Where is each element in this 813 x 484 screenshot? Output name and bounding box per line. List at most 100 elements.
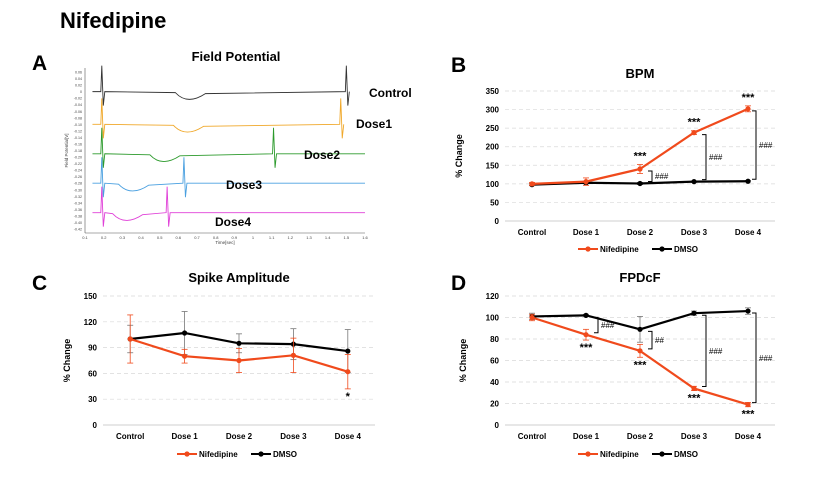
panel-b-significance-star: ***: [634, 151, 648, 163]
panel-d-legend-label: Nifedipine: [600, 450, 639, 459]
panel-b-hash-bracket: [702, 134, 707, 181]
panel-d-point-dmso: [583, 312, 589, 318]
panel-d-y-tick: 60: [490, 357, 499, 366]
panel-a-y-tick: -0.26: [74, 175, 82, 179]
panel-a-y-tick: -0.10: [74, 123, 82, 127]
panel-d-significance-star: ***: [742, 409, 756, 421]
panel-b-significance-star: ***: [742, 92, 756, 104]
panel-a-x-tick: 0.6: [176, 235, 182, 240]
panel-a-y-tick: -0.34: [74, 201, 82, 205]
panel-d-significance-star: ***: [634, 359, 648, 371]
panel-a-x-tick: 0.4: [138, 235, 144, 240]
panel-b-hash-bracket: [752, 110, 757, 180]
panel-c-point-dmso: [182, 330, 188, 336]
panel-c-chart: Spike Amplitude 0 30 60 90 120 150 Control Dose …: [62, 270, 375, 459]
panel-a-trace-dose4: [92, 186, 365, 227]
panel-a-y-tick: -0.14: [74, 136, 82, 140]
panel-c-legend-label: Nifedipine: [199, 450, 238, 459]
panel-b-y-tick: 300: [486, 106, 500, 115]
panel-a-y-tick: -0.40: [74, 221, 82, 225]
panel-a-x-tick: 1: [252, 235, 255, 240]
panel-d-point-nifedipine: [583, 332, 589, 338]
panel-a-label-dose2: Dose2: [304, 148, 340, 162]
panel-c-y-tick: 150: [84, 292, 98, 301]
panel-d-y-tick: 120: [486, 292, 500, 301]
figure-title: Nifedipine: [60, 8, 167, 33]
panel-d-y-tick: 100: [486, 314, 500, 323]
panel-d-x-tick: Dose 1: [573, 432, 600, 441]
panel-b-hash-bracket: [648, 170, 653, 182]
panel-c-x-tick: Dose 3: [280, 432, 307, 441]
panel-a-y-tick: -0.06: [74, 110, 82, 114]
panel-c-point-nifedipine: [236, 357, 242, 364]
panel-b-y-tick: 0: [495, 217, 500, 226]
panel-b-title: BPM: [626, 66, 655, 81]
panel-a-y-tick: -0.20: [74, 156, 82, 160]
panel-b-y-tick: 50: [490, 198, 499, 207]
panel-d-hash-label: ###: [759, 354, 773, 363]
panel-d-hash-bracket: [752, 312, 757, 404]
panel-c-title: Spike Amplitude: [188, 270, 289, 285]
panel-d-point-nifedipine: [691, 385, 697, 392]
panel-a-trace-control: [92, 65, 350, 106]
panel-c-ylabel: % Change: [62, 339, 72, 383]
panel-a-x-tick: 0.7: [194, 235, 200, 240]
panel-b-y-tick: 150: [486, 161, 500, 170]
panel-d-x-tick: Dose 2: [627, 432, 654, 441]
panel-b-point-nifedipine: [691, 130, 697, 136]
panel-a-y-tick: -0.28: [74, 182, 82, 186]
panel-a-label-dose1: Dose1: [356, 117, 392, 131]
panel-letter-c: C: [32, 272, 47, 295]
panel-b-hash-label: ###: [709, 153, 723, 162]
panel-a-y-tick: 0.02: [75, 84, 82, 88]
panel-d-point-dmso: [637, 326, 643, 332]
panel-b-point-dmso: [745, 178, 751, 184]
panel-a-label-control: Control: [369, 86, 412, 100]
panel-c-y-tick: 60: [88, 369, 97, 378]
panel-d-title: FPDcF: [619, 270, 660, 285]
panel-a-ylabel: Field Potential[V]: [64, 133, 69, 167]
panel-b-y-tick: 250: [486, 124, 500, 133]
panel-a-y-tick: -0.02: [74, 97, 82, 101]
panel-c-point-nifedipine: [182, 353, 188, 359]
panel-a-x-tick: 1.1: [269, 235, 275, 240]
panel-a-trace-dose1: [92, 98, 345, 139]
panel-b-hash-label: ###: [655, 172, 669, 181]
panel-c-y-tick: 30: [88, 395, 97, 404]
panel-a-y-tick: -0.12: [74, 129, 82, 133]
panel-b-y-tick: 350: [486, 87, 500, 96]
panel-d-hash-bracket: [702, 314, 707, 387]
panel-d-legend-marker: [585, 451, 591, 457]
panel-c-significance-star: *: [346, 391, 351, 403]
panel-a-y-tick: 0.06: [75, 71, 82, 75]
panel-d-legend-label: DMSO: [674, 450, 698, 459]
panel-a-y-tick: 0: [80, 90, 82, 94]
panel-b-ylabel: % Change: [454, 134, 464, 178]
panel-b-point-nifedipine: [745, 106, 751, 112]
panel-c-x-tick: Dose 4: [335, 432, 362, 441]
panel-a-x-tick: 1.3: [306, 235, 312, 240]
panel-c-legend-marker: [258, 451, 264, 457]
panel-c-x-tick: Dose 2: [226, 432, 253, 441]
panel-a-y-tick: -0.04: [74, 103, 82, 107]
panel-b-x-tick: Control: [518, 228, 546, 237]
panel-a-title: Field Potential: [192, 49, 281, 64]
panel-d-x-tick: Control: [518, 432, 546, 441]
panel-c-point-nifedipine: [290, 352, 296, 358]
panel-d-x-tick: Dose 3: [681, 432, 708, 441]
panel-a-x-tick: 0.5: [157, 235, 163, 240]
panel-d-y-tick: 0: [495, 421, 500, 430]
panel-a-x-tick: 1.5: [344, 235, 350, 240]
panel-a-y-tick: -0.16: [74, 142, 82, 146]
panel-a-label-dose4: Dose4: [215, 215, 251, 229]
panel-d-hash-label: ###: [601, 321, 615, 330]
panel-d-point-nifedipine: [745, 401, 751, 408]
panel-a-x-tick: 0.9: [232, 235, 238, 240]
panel-a-x-tick: 1.6: [362, 235, 368, 240]
panel-a-y-tick: -0.22: [74, 162, 82, 166]
panel-a-x-tick: 1.4: [325, 235, 331, 240]
panel-b-chart: BPM 0 50 100 150 200 250 300 350 Control Dose 1 Dos…: [454, 66, 775, 254]
panel-d-legend-marker: [659, 451, 665, 457]
panel-a-y-tick: -0.18: [74, 149, 82, 153]
